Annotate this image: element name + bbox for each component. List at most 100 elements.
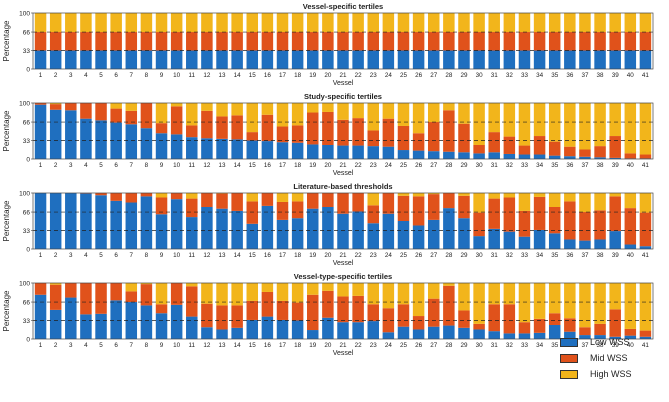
bar-segment-high — [80, 13, 92, 33]
bar-segment-high — [427, 193, 440, 195]
x-tick-label: 29 — [460, 162, 468, 169]
bar-segment-low — [427, 326, 440, 339]
x-tick-label: 34 — [536, 162, 544, 169]
bar-segment-high — [397, 283, 410, 305]
bar-segment-high — [367, 193, 379, 206]
x-tick-label: 27 — [430, 252, 438, 259]
x-tick-label: 39 — [612, 342, 620, 349]
x-tick-label: 38 — [597, 162, 605, 169]
bar-segment-high — [276, 193, 289, 202]
bar-segment-low — [291, 320, 304, 339]
bar-segment-mid — [427, 298, 440, 327]
bar-segment-mid — [533, 136, 546, 155]
bar-segment-high — [443, 103, 455, 111]
x-tick-label: 21 — [339, 162, 347, 169]
bar-segment-high — [473, 193, 485, 213]
bar-segment-low — [564, 239, 576, 249]
bar-segment-mid — [639, 330, 652, 337]
y-tick-label: 100 — [19, 191, 30, 198]
bar-segment-high — [412, 13, 425, 33]
bar-segment-mid — [443, 110, 455, 152]
x-tick-label: 2 — [54, 72, 58, 79]
x-tick-label: 26 — [415, 72, 423, 79]
bar-segment-low — [609, 231, 621, 249]
bar-segment-mid — [65, 32, 77, 51]
bar-segment-low — [579, 335, 591, 339]
bar-segment-high — [639, 193, 652, 213]
x-tick-label: 19 — [309, 162, 317, 169]
bar-segment-low — [367, 50, 379, 69]
bar-segment-mid — [367, 205, 379, 224]
bar-segment-low — [322, 207, 334, 249]
bar-segment-mid — [216, 305, 228, 330]
y-tick-label: 33 — [23, 48, 31, 55]
bar-segment-low — [155, 313, 168, 339]
bar-segment-low — [533, 50, 546, 69]
bar-segment-low — [352, 50, 364, 69]
bar-segment-mid — [291, 125, 304, 143]
x-tick-label: 25 — [400, 252, 408, 259]
bar-segment-low — [216, 138, 228, 159]
x-tick-label: 41 — [642, 162, 650, 169]
x-tick-label: 9 — [160, 252, 164, 259]
chart-panel-2: Study-specific tertilesPercentage0336610… — [2, 92, 654, 177]
bar-segment-mid — [322, 111, 334, 145]
x-tick-label: 33 — [521, 252, 529, 259]
x-tick-label: 26 — [415, 252, 423, 259]
bar-segment-high — [564, 283, 576, 319]
bar-segment-low — [594, 157, 606, 159]
x-tick-label: 41 — [642, 342, 650, 349]
bar-segment-high — [609, 103, 621, 137]
y-tick-label: 66 — [23, 300, 31, 307]
bar-segment-high — [594, 13, 606, 33]
bar-segment-mid — [473, 212, 485, 237]
bar-segment-mid — [458, 32, 470, 51]
x-tick-label: 10 — [173, 342, 181, 349]
x-tick-label: 23 — [370, 162, 378, 169]
bar-segment-mid — [49, 284, 62, 310]
bar-segment-high — [624, 103, 637, 154]
bar-segment-low — [443, 208, 455, 249]
bar-segment-low — [276, 219, 289, 249]
x-tick-label: 24 — [385, 252, 393, 259]
bar-segment-mid — [594, 146, 606, 158]
x-tick-label: 32 — [506, 72, 514, 79]
bar-segment-mid — [503, 304, 516, 334]
bar-segment-low — [261, 316, 274, 339]
x-tick-label: 12 — [203, 252, 211, 259]
x-tick-label: 22 — [355, 342, 363, 349]
bar-segment-mid — [427, 122, 440, 152]
bar-segment-mid — [624, 153, 637, 159]
bar-segment-low — [276, 319, 289, 339]
bar-segment-mid — [352, 118, 364, 146]
bar-segment-low — [427, 219, 440, 249]
bar-segment-mid — [307, 32, 319, 51]
x-tick-label: 23 — [370, 252, 378, 259]
bar-segment-mid — [458, 123, 470, 153]
bar-segment-high — [291, 103, 304, 126]
bar-segment-high — [110, 103, 122, 109]
bar-segment-mid — [548, 141, 561, 156]
bar-segment-low — [140, 128, 153, 159]
x-tick-label: 36 — [566, 72, 574, 79]
bar-segment-mid — [367, 32, 379, 51]
x-tick-label: 21 — [339, 252, 347, 259]
x-tick-label: 38 — [597, 252, 605, 259]
x-tick-label: 37 — [581, 72, 589, 79]
y-tick-label: 100 — [19, 101, 30, 108]
bar-segment-mid — [518, 322, 531, 334]
bar-segment-mid — [246, 132, 259, 141]
bar-segment-mid — [201, 110, 213, 139]
bar-segment-low — [367, 321, 379, 339]
bar-segment-mid — [170, 32, 183, 51]
bar-segment-high — [65, 13, 77, 33]
bar-segment-mid — [186, 286, 198, 317]
bar-segment-mid — [201, 303, 213, 328]
bar-segment-mid — [367, 130, 379, 147]
bar-segment-low — [231, 210, 243, 249]
bar-segment-low — [65, 297, 77, 339]
x-tick-label: 33 — [521, 72, 529, 79]
bar-segment-mid — [382, 193, 395, 214]
bar-segment-mid — [80, 283, 92, 315]
